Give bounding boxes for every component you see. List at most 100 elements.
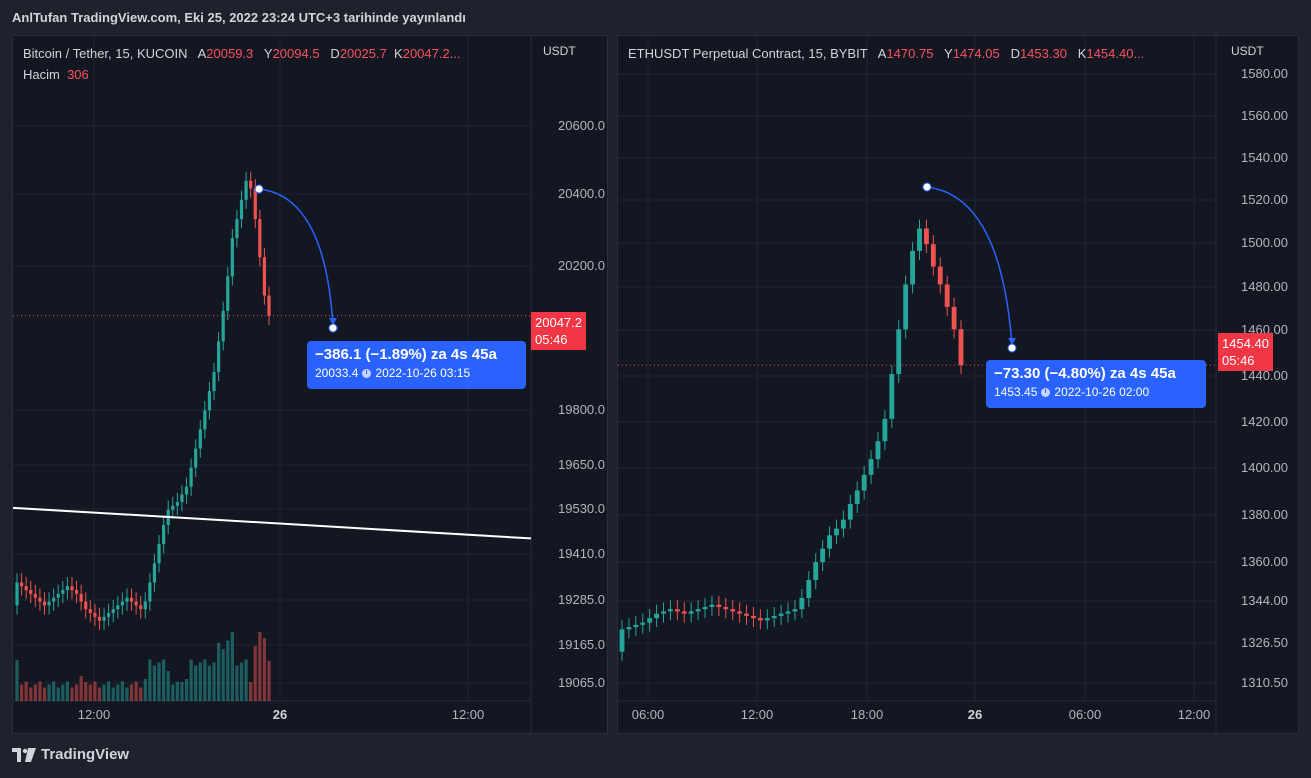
btc-candle-body xyxy=(65,586,70,591)
btc-x-tick: 26 xyxy=(272,707,288,722)
eth-candle-body xyxy=(688,611,694,614)
btc-volume-bar xyxy=(52,681,56,701)
eth-badge-price: 1454.40 xyxy=(1222,336,1269,351)
eth-candle-body xyxy=(944,284,950,307)
eth-candle-body xyxy=(619,629,625,652)
eth-candle-body xyxy=(709,604,715,607)
eth-candle-body xyxy=(917,228,922,251)
btc-candle-body xyxy=(74,590,79,594)
btc-candle-body xyxy=(102,616,106,621)
eth-x-tick: 12:00 xyxy=(1177,707,1211,722)
btc-y-tick: 19165.0 xyxy=(558,637,605,652)
btc-measure-arrowhead xyxy=(329,318,337,325)
eth-candle-body xyxy=(654,613,660,619)
btc-measure-tooltip: −386.1 (−1.89%) za 4s 45a 20033.4 2022-1… xyxy=(307,341,526,389)
btc-candle-body xyxy=(157,544,161,564)
btc-candle-body xyxy=(253,188,257,220)
btc-candle-body xyxy=(47,601,51,606)
btc-volume-bar xyxy=(216,643,221,701)
eth-candle-body xyxy=(702,606,708,610)
btc-volume-bar xyxy=(143,679,147,701)
eth-candle-body xyxy=(771,615,777,619)
eth-candle-body xyxy=(923,228,929,245)
btc-candle-body xyxy=(61,590,65,594)
btc-volume-bar xyxy=(262,638,267,701)
btc-candle-body xyxy=(230,238,234,277)
eth-candle-body xyxy=(896,329,902,375)
btc-volume-bar xyxy=(253,646,257,701)
btc-low-value: 20025.7 xyxy=(339,46,387,61)
btc-badge-price: 20047.2 xyxy=(535,315,582,330)
btc-volume-bar xyxy=(166,671,170,701)
btc-candle-body xyxy=(216,341,221,373)
eth-candle-body xyxy=(834,528,839,536)
btc-candle-body xyxy=(249,180,253,189)
btc-volume-bar xyxy=(102,684,106,701)
btc-open-label: A xyxy=(197,46,207,61)
btc-chart-panel[interactable]: Bitcoin / Tether, 15, KUCOIN A20059.3 Y2… xyxy=(12,35,608,734)
eth-x-tick: 06:00 xyxy=(1068,707,1102,722)
btc-volume-bar xyxy=(134,681,138,701)
eth-candle-body xyxy=(910,250,915,285)
btc-volume-bar xyxy=(129,684,134,701)
btc-volume-bar xyxy=(84,682,88,701)
btc-volume-bar xyxy=(198,662,202,701)
btc-candle-body xyxy=(24,586,28,591)
btc-open-value: 20059.3 xyxy=(206,46,254,61)
btc-volume-bar xyxy=(15,660,19,701)
btc-volume-bar xyxy=(221,649,225,701)
btc-volume-bar xyxy=(244,659,248,701)
btc-price-badge: 20047.2 05:46 xyxy=(531,312,586,350)
eth-high-value: 1474.05 xyxy=(952,46,1000,61)
btc-unit-label: USDT xyxy=(543,44,576,58)
eth-y-tick: 1344.00 xyxy=(1241,593,1288,608)
eth-candle-body xyxy=(903,284,909,330)
btc-volume-bar xyxy=(107,681,111,701)
eth-tooltip-change: −73.30 (−4.80%) za 4s 45a xyxy=(994,365,1176,382)
btc-candle-body xyxy=(267,295,271,316)
btc-candle-body xyxy=(221,310,225,342)
eth-candle-body xyxy=(778,613,784,616)
btc-legend: Bitcoin / Tether, 15, KUCOIN A20059.3 Y2… xyxy=(23,46,461,61)
btc-candle-body xyxy=(111,609,115,614)
btc-tooltip-price: 20033.4 xyxy=(315,366,359,380)
eth-candle-body xyxy=(861,474,867,491)
btc-candle-body xyxy=(129,597,134,602)
btc-volume-bar xyxy=(29,687,33,701)
tradingview-logo[interactable]: TradingView xyxy=(12,746,129,763)
btc-volume-bar xyxy=(125,687,129,701)
eth-candle-body xyxy=(937,266,943,285)
eth-unit-label: USDT xyxy=(1231,44,1264,58)
btc-candle-body xyxy=(116,605,120,610)
btc-candle-body xyxy=(203,410,207,430)
eth-candle-body xyxy=(751,615,756,619)
btc-volume-bar xyxy=(235,665,239,701)
eth-x-tick: 26 xyxy=(967,707,983,722)
btc-high-label: Y xyxy=(263,46,273,61)
btc-volume-bar xyxy=(194,665,198,701)
btc-x-tick: 12:00 xyxy=(77,707,111,722)
btc-candle-body xyxy=(262,257,267,296)
btc-volume-bar xyxy=(120,681,124,701)
btc-volume-bar xyxy=(239,662,244,701)
btc-volume-bar xyxy=(152,665,157,701)
tradingview-brand: TradingView xyxy=(41,746,130,763)
btc-volume-bar xyxy=(24,681,28,701)
btc-y-tick: 20400.0 xyxy=(558,186,605,201)
btc-y-tick: 19065.0 xyxy=(558,675,605,690)
eth-candle-body xyxy=(640,622,646,625)
btc-close-label: K xyxy=(394,46,403,61)
eth-chart-panel[interactable]: ETHUSDT Perpetual Contract, 15, BYBIT A1… xyxy=(617,35,1299,734)
eth-low-value: 1453.30 xyxy=(1019,46,1067,61)
eth-candle-body xyxy=(951,306,957,330)
eth-candle-body xyxy=(674,609,680,612)
btc-tooltip-time: 2022-10-26 03:15 xyxy=(375,366,471,380)
eth-y-tick: 1500.00 xyxy=(1241,235,1288,250)
btc-volume-bar xyxy=(207,665,212,701)
btc-candle-body xyxy=(258,219,262,258)
eth-tooltip-price: 1453.45 xyxy=(994,385,1038,399)
btc-y-tick: 19410.0 xyxy=(558,546,605,561)
eth-candle-body xyxy=(958,329,964,366)
btc-candle-body xyxy=(194,448,198,468)
eth-chart-svg[interactable] xyxy=(618,36,1299,734)
